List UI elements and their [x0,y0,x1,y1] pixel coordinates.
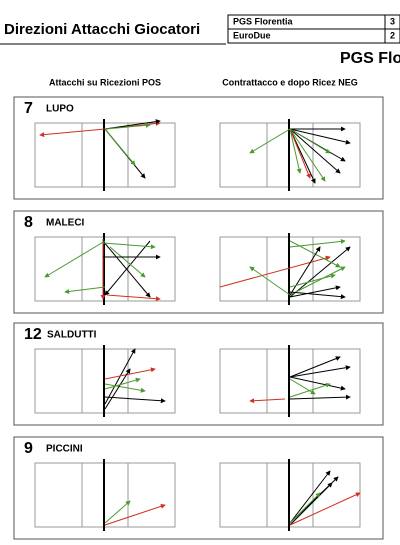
attack-arrow [64,286,106,294]
attack-arrow [39,128,106,138]
attack-arrow [104,128,136,166]
title: Direzioni Attacchi Giocatori [4,21,200,38]
attack-arrow [289,240,341,268]
attack-arrow [104,396,166,404]
player-name: LUPO [46,104,74,115]
attack-arrow [289,285,341,298]
player-name: MALECI [46,218,85,229]
attack-arrow [104,122,151,130]
player-name: SALDUTTI [47,330,97,341]
attack-arrow [289,376,346,391]
attack-arrow [289,394,351,400]
attack-arrow [219,255,331,288]
attack-arrow [289,482,333,526]
attack-arrow [289,238,346,248]
team-name: EuroDue [233,30,271,40]
attack-arrow [104,377,141,390]
attack-arrow [109,246,146,278]
player-panel [13,322,384,426]
attack-arrow [289,246,351,298]
attack-arrow [289,128,331,154]
attack-arrow [289,128,311,179]
attack-arrow [44,240,106,278]
attack-arrow [104,240,151,296]
attack-arrow [104,368,131,410]
column-header: Contrattacco e dopo Ricez NEG [222,77,358,87]
attack-arrow [289,128,341,174]
player-panel [13,96,384,200]
attack-arrow [289,266,346,296]
column-header: Attacchi su Ricezioni POS [49,77,161,87]
attack-arrow [289,356,341,378]
team-score: 2 [390,30,395,40]
attack-arrow [289,246,321,296]
player-number: 8 [24,214,33,231]
player-number: 12 [24,326,42,343]
player-name: PICCINI [46,444,83,455]
attack-arrow [104,367,156,380]
attack-arrow [102,242,156,250]
team-heading: PGS Flor [340,50,400,67]
attack-arrow [289,128,351,145]
team-name: PGS Florentia [233,16,294,26]
attack-arrow [289,382,331,398]
player-panel [13,436,384,540]
attack-arrow [104,500,131,524]
team-score: 3 [390,16,395,26]
attack-arrow [289,470,331,524]
attack-arrow [289,365,351,378]
player-number: 9 [24,440,33,457]
attack-arrow [104,383,146,393]
attack-arrow [289,378,316,395]
attack-arrow [106,294,161,302]
player-number: 7 [24,100,33,117]
player-panel [13,210,384,314]
attack-arrow [249,398,286,404]
attack-arrow [289,492,361,526]
attack-arrow [104,119,161,130]
attack-arrow [289,128,326,182]
attack-arrow [289,492,321,524]
attack-arrow [104,503,166,526]
attack-arrow [289,291,346,300]
attack-arrow [249,128,291,154]
attack-arrow [289,128,302,174]
attack-arrow [289,273,336,288]
attack-arrow [249,266,291,296]
